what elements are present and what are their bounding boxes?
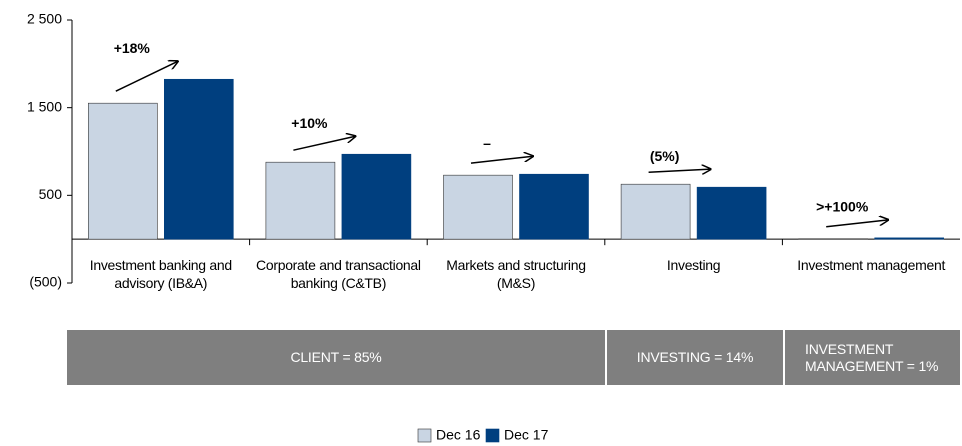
legend-label: Dec 17 bbox=[504, 427, 549, 443]
legend-label: Dec 16 bbox=[436, 427, 481, 443]
x-tick-label: Investment management bbox=[797, 257, 946, 274]
bar bbox=[519, 173, 589, 240]
bar bbox=[798, 238, 869, 240]
y-tick-label: 2 500 bbox=[27, 11, 62, 27]
x-tick-label: Investing bbox=[666, 257, 721, 274]
annotation: – bbox=[483, 135, 491, 151]
bar bbox=[443, 174, 513, 240]
x-tick-label: Corporate and transactional banking (C&T… bbox=[256, 257, 421, 292]
y-tick-label: 1 500 bbox=[27, 98, 62, 114]
legend-swatch bbox=[485, 428, 500, 443]
annotation: (5%) bbox=[650, 148, 680, 164]
change-arrow bbox=[293, 136, 355, 151]
bar bbox=[341, 153, 412, 240]
bar bbox=[696, 186, 767, 240]
bar bbox=[88, 102, 158, 240]
x-tick-label: Markets and structuring (M&S) bbox=[446, 257, 586, 292]
annotation: +18% bbox=[114, 40, 151, 56]
change-arrow bbox=[470, 156, 533, 164]
annotation: >+100% bbox=[816, 199, 869, 215]
change-arrow bbox=[648, 169, 711, 172]
bar bbox=[265, 161, 336, 240]
segment-label: CLIENT = 85% bbox=[290, 349, 382, 365]
bar bbox=[164, 78, 234, 240]
x-tick-label: Investment banking and advisory (IB&A) bbox=[89, 257, 232, 292]
y-tick-label: 500 bbox=[39, 186, 63, 202]
bar bbox=[874, 237, 945, 240]
segment-label: INVESTMENT MANAGEMENT = 1% bbox=[805, 340, 939, 374]
change-arrow bbox=[115, 61, 178, 92]
annotation: +10% bbox=[291, 115, 328, 131]
segment-label: INVESTING = 14% bbox=[636, 349, 754, 365]
bar bbox=[620, 183, 691, 240]
change-arrow bbox=[826, 220, 888, 228]
legend-swatch bbox=[417, 428, 432, 443]
y-tick-label: (500) bbox=[29, 274, 62, 290]
segment-band bbox=[67, 330, 960, 385]
